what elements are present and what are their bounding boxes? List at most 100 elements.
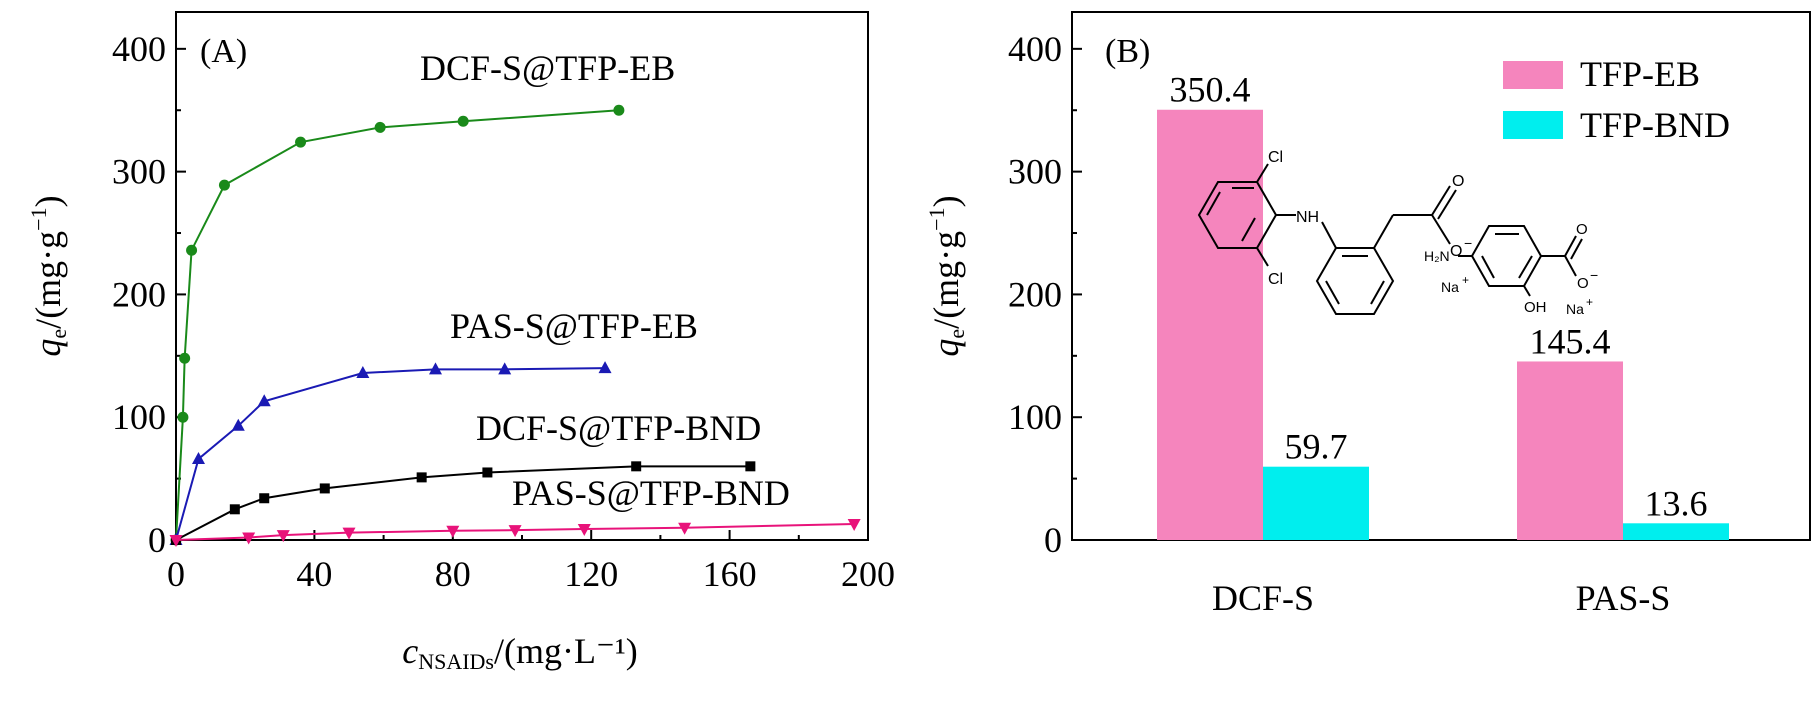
- panel-a-y-axis-sup: −1: [26, 207, 51, 230]
- panel-b-y-tick-label: 100: [1008, 397, 1062, 437]
- pas-na-charge: +: [1586, 295, 1593, 309]
- data-point-pas-s-tfp-eb: [356, 366, 370, 379]
- legend-dcf-s-tfp-bnd: DCF-S@TFP-BND: [476, 408, 761, 448]
- data-point-dcf-s-tfp-eb: [218, 179, 230, 191]
- pas-o-double: O: [1576, 221, 1588, 238]
- panel-b-y-tick-label: 300: [1008, 152, 1062, 192]
- panel-b-y-axis-unit: /(mg·g: [926, 231, 966, 329]
- series-line-pas-s-tfp-eb: [175, 367, 606, 541]
- panel-a-x-axis-title: cNSAIDs/(mg·L⁻¹): [402, 631, 638, 674]
- dcf-cl-bottom: Cl: [1268, 271, 1283, 288]
- panel-a-x-axis-unit: /(mg·L⁻¹): [494, 631, 638, 671]
- panel-a-x-tick-label: 160: [703, 554, 757, 594]
- pas-structure: [1458, 225, 1583, 297]
- bar-tfp-eb-pas-s: [1517, 361, 1623, 540]
- panel-a-y-axis-unit: /(mg·g: [28, 231, 68, 329]
- pas-h2n: H₂N: [1424, 248, 1450, 264]
- panel-b-y-tick-labels: 0 100 200 300 400: [1008, 29, 1062, 560]
- data-point-dcf-s-tfp-bnd: [482, 467, 493, 478]
- panel-b-y-axis-title: qe/(mg·g−1): [924, 195, 969, 356]
- pas-ring-double-3: [1481, 255, 1495, 279]
- bar-value-label: 59.7: [1285, 427, 1348, 467]
- panel-a-x-tick-label: 0: [167, 554, 185, 594]
- panel-a-x-tick-label: 200: [841, 554, 895, 594]
- pas-co-single: [1564, 255, 1577, 277]
- dcf-o-minus: O: [1450, 243, 1462, 260]
- panel-b-y-tick-label: 200: [1008, 274, 1062, 314]
- panel-b-bars: DCF-S 350.4 59.7 PAS-S 145.4 13.6: [1157, 70, 1729, 618]
- panel-a-plot-frame: [175, 11, 869, 541]
- data-point-pas-s-tfp-eb: [429, 362, 442, 375]
- data-point-dcf-s-tfp-eb: [613, 104, 625, 116]
- data-point-dcf-s-tfp-bnd: [229, 504, 240, 515]
- pas-na: Na: [1566, 301, 1584, 317]
- panel-a-y-tick-label: 300: [112, 152, 166, 192]
- dcf-nh: NH: [1296, 209, 1319, 226]
- dcf-o-double: O: [1452, 173, 1464, 190]
- panel-b-y-axis-sup: −1: [924, 207, 949, 230]
- dcf-co-double-b: [1437, 189, 1457, 220]
- data-point-pas-s-tfp-eb: [191, 451, 205, 464]
- data-point-pas-s-tfp-bnd: [342, 527, 356, 540]
- dcf-co-single: [1431, 214, 1451, 245]
- panel-b-y-tick-label: 400: [1008, 29, 1062, 69]
- legend-swatch-tfp-eb: [1503, 61, 1563, 89]
- panel-a-series: [169, 104, 861, 547]
- dcf-ring-right: [1315, 247, 1395, 315]
- data-point-dcf-s-tfp-bnd: [631, 461, 642, 472]
- dcf-ring-right-double-2: [1370, 280, 1385, 305]
- legend-label-tfp-eb: TFP-EB: [1580, 54, 1700, 94]
- legend-dcf-s-tfp-eb: DCF-S@TFP-EB: [420, 48, 675, 88]
- data-point-pas-s-tfp-bnd: [847, 519, 861, 532]
- data-point-pas-s-tfp-eb: [498, 362, 512, 375]
- panel-a-label: (A): [200, 33, 247, 70]
- pas-ring-double-2: [1518, 255, 1533, 279]
- panel-a-y-tick-label: 0: [148, 520, 166, 560]
- panel-b-x-tick-label: DCF-S: [1212, 578, 1314, 618]
- pas-co-double-a: [1564, 235, 1577, 257]
- data-point-dcf-s-tfp-eb: [186, 244, 198, 256]
- data-point-pas-s-tfp-bnd: [242, 532, 256, 545]
- data-point-pas-s-tfp-bnd: [577, 523, 591, 536]
- pas-o-minus-charge: −: [1590, 267, 1598, 283]
- data-point-pas-s-tfp-bnd: [508, 525, 522, 538]
- pas-oh: OH: [1524, 299, 1547, 316]
- data-point-dcf-s-tfp-bnd: [319, 483, 330, 494]
- panel-b-label: (B): [1105, 33, 1150, 70]
- dcf-na-charge: +: [1462, 273, 1469, 287]
- dcf-cl-bottom-bond: [1256, 247, 1269, 267]
- bar-tfp-eb-dcf-s: [1157, 109, 1263, 540]
- data-point-dcf-s-tfp-eb: [295, 136, 307, 148]
- dcf-cl-top: Cl: [1268, 149, 1283, 166]
- data-point-pas-s-tfp-eb: [231, 418, 245, 431]
- panel-a-y-axis-close: ): [28, 195, 68, 207]
- dcf-ring-left-double-2: [1206, 191, 1221, 216]
- panel-a-x-axis-var: c: [402, 631, 418, 671]
- dcf-structure: [1197, 163, 1457, 315]
- panel-a-y-axis-title: qe/(mg·g−1): [26, 195, 71, 356]
- bar-tfp-bnd-dcf-s: [1263, 466, 1369, 540]
- bar-tfp-bnd-pas-s: [1623, 523, 1729, 540]
- data-point-pas-s-tfp-bnd: [678, 522, 692, 535]
- data-point-pas-s-tfp-eb: [598, 361, 612, 374]
- panel-a-y-tick-labels: 0 100 200 300 400: [112, 29, 166, 560]
- panel-a-y-tick-label: 200: [112, 274, 166, 314]
- panel-b-chart: 0 100 200 300 400 DCF-S 350.4 59.7 PAS-S 145.4 13…: [924, 11, 1811, 618]
- dcf-nh-bond-right: [1321, 221, 1337, 249]
- panel-a-y-tick-label: 400: [112, 29, 166, 69]
- dcf-ring-right-double-3: [1325, 280, 1340, 305]
- dcf-ring-left-double-1: [1241, 217, 1256, 242]
- panel-a-chart: 0 40 80 120 160 200 0 100 200 300 400 (A) DCF-S@T…: [26, 11, 895, 674]
- bar-value-label: 145.4: [1530, 321, 1611, 361]
- dcf-cl-top-bond: [1256, 163, 1269, 183]
- pas-structure-labels: H₂N OH O O − Na +: [1424, 221, 1598, 317]
- legend-pas-s-tfp-bnd: PAS-S@TFP-BND: [512, 473, 790, 513]
- panel-a-x-tick-labels: 0 40 80 120 160 200: [167, 554, 895, 594]
- panel-a-x-tick-label: 120: [564, 554, 618, 594]
- data-point-pas-s-tfp-bnd: [169, 535, 183, 547]
- dcf-structure-labels: Cl Cl NH O O − Na +: [1268, 149, 1472, 295]
- data-point-pas-s-tfp-eb: [257, 394, 271, 407]
- data-point-dcf-s-tfp-eb: [374, 121, 386, 133]
- dcf-o-minus-charge: −: [1464, 235, 1472, 251]
